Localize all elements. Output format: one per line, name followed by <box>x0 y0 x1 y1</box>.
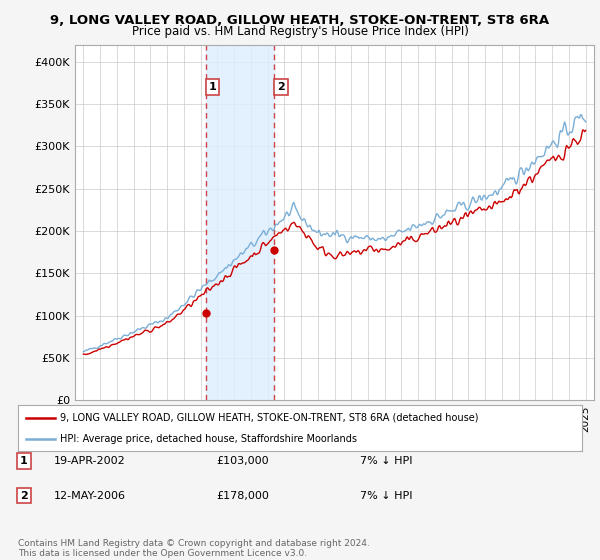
Text: £178,000: £178,000 <box>216 491 269 501</box>
Text: 1: 1 <box>208 82 216 92</box>
Text: Contains HM Land Registry data © Crown copyright and database right 2024.
This d: Contains HM Land Registry data © Crown c… <box>18 539 370 558</box>
Text: HPI: Average price, detached house, Staffordshire Moorlands: HPI: Average price, detached house, Staf… <box>60 435 358 444</box>
Text: 1: 1 <box>20 456 28 466</box>
Text: 9, LONG VALLEY ROAD, GILLOW HEATH, STOKE-ON-TRENT, ST8 6RA: 9, LONG VALLEY ROAD, GILLOW HEATH, STOKE… <box>50 14 550 27</box>
Text: 2: 2 <box>20 491 28 501</box>
Text: 7% ↓ HPI: 7% ↓ HPI <box>360 491 413 501</box>
Text: £103,000: £103,000 <box>216 456 269 466</box>
Text: 7% ↓ HPI: 7% ↓ HPI <box>360 456 413 466</box>
Text: 2: 2 <box>277 82 285 92</box>
Text: 9, LONG VALLEY ROAD, GILLOW HEATH, STOKE-ON-TRENT, ST8 6RA (detached house): 9, LONG VALLEY ROAD, GILLOW HEATH, STOKE… <box>60 413 479 423</box>
Text: 12-MAY-2006: 12-MAY-2006 <box>54 491 126 501</box>
Text: Price paid vs. HM Land Registry's House Price Index (HPI): Price paid vs. HM Land Registry's House … <box>131 25 469 38</box>
Bar <box>206 45 274 400</box>
Text: 19-APR-2002: 19-APR-2002 <box>54 456 126 466</box>
